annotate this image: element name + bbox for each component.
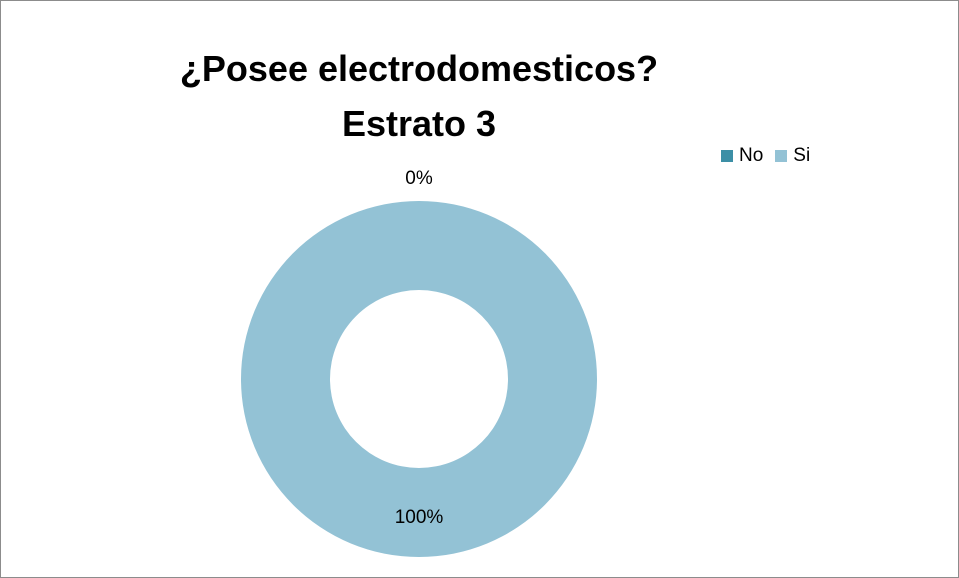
legend-label-si: Si [793,145,811,166]
doughnut-slice-si [241,201,597,557]
legend-label-no: No [739,145,764,166]
chart-title-line-1: ¿Posee electrodomesticos? [179,48,659,89]
legend: No Si [721,145,822,167]
data-label-si: 100% [395,507,444,528]
chart-title-line-2: Estrato 3 [341,103,497,144]
chart-title: ¿Posee electrodomesticos? Estrato 3 [61,41,777,151]
legend-item-si: Si [775,145,810,167]
legend-swatch-si [775,150,788,162]
data-label-no: 0% [405,168,433,189]
legend-swatch-no [721,150,733,162]
legend-item-no: No [721,145,763,167]
doughnut-slices [241,201,597,557]
